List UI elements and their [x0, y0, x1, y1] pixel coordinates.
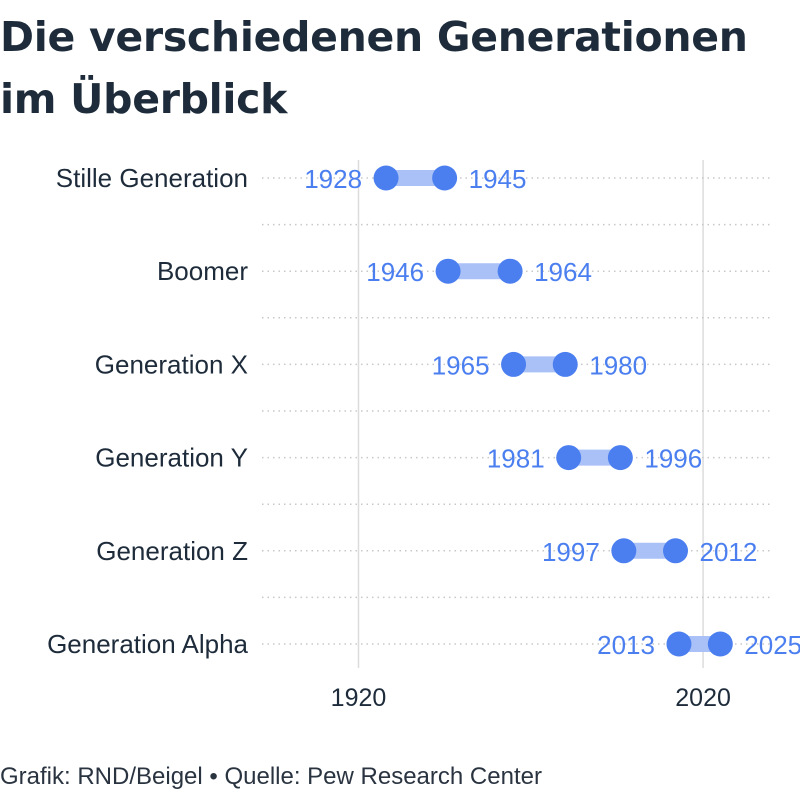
- chart-row: Boomer 1946 1964: [157, 256, 592, 287]
- start-point: [501, 351, 527, 377]
- end-value-label: 1996: [644, 444, 702, 474]
- start-value-label: 1946: [366, 257, 424, 287]
- start-value-label: 2013: [597, 630, 655, 660]
- end-value-label: 1945: [469, 164, 527, 194]
- start-value-label: 1928: [304, 164, 362, 194]
- start-point: [556, 445, 582, 471]
- start-value-label: 1997: [542, 537, 600, 567]
- category-label: Generation Alpha: [47, 629, 248, 659]
- start-value-label: 1965: [432, 350, 490, 380]
- start-point: [373, 165, 399, 191]
- category-label: Boomer: [157, 256, 248, 286]
- end-point: [497, 258, 523, 284]
- end-point: [607, 445, 633, 471]
- end-point: [707, 631, 733, 657]
- start-point: [666, 631, 692, 657]
- source-footer: Grafik: RND/Beigel • Quelle: Pew Researc…: [0, 763, 542, 790]
- x-tick-label: 2020: [675, 684, 731, 712]
- category-label: Generation X: [95, 349, 248, 379]
- category-label: Stille Generation: [56, 163, 248, 193]
- end-value-label: 1964: [534, 257, 592, 287]
- end-point: [432, 165, 458, 191]
- start-value-label: 1981: [487, 444, 545, 474]
- end-point: [663, 538, 689, 564]
- chart-rows: Stille Generation 1928 1945 Boomer 1946 1964 G…: [47, 163, 800, 660]
- chart-row: Generation Z 1997 2012: [96, 536, 757, 567]
- start-point: [611, 538, 637, 564]
- start-point: [435, 258, 461, 284]
- end-value-label: 2025: [744, 630, 800, 660]
- chart-title: Die verschiedenen Generationen im Überbl…: [0, 13, 748, 123]
- end-value-label: 2012: [700, 537, 758, 567]
- chart-row: Stille Generation 1928 1945: [56, 163, 527, 194]
- chart-row: Generation Alpha 2013 2025: [47, 629, 800, 660]
- x-axis: 1920 2020: [331, 684, 731, 712]
- chart-row: Generation Y 1981 1996: [95, 443, 702, 474]
- end-value-label: 1980: [589, 350, 647, 380]
- x-tick-label: 1920: [331, 684, 387, 712]
- category-label: Generation Z: [96, 536, 248, 566]
- chart-row: Generation X 1965 1980: [95, 349, 647, 380]
- category-label: Generation Y: [95, 443, 248, 473]
- end-point: [552, 351, 578, 377]
- grid-lines: [262, 160, 772, 668]
